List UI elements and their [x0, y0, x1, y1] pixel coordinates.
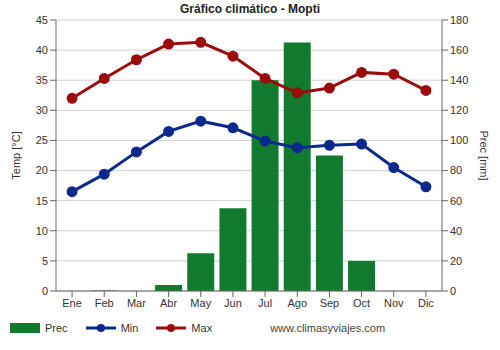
svg-text:Dic: Dic	[418, 297, 434, 309]
html-text:www.climasyviajes.com: www.climasyviajes.com	[270, 322, 386, 334]
svg-text:Mar: Mar	[127, 297, 146, 309]
svg-text:10: 10	[36, 225, 48, 237]
svg-text:30: 30	[36, 104, 48, 116]
svg-text:15: 15	[36, 195, 48, 207]
svg-text:Oct: Oct	[353, 297, 370, 309]
svg-text:Abr: Abr	[160, 297, 177, 309]
svg-text:180: 180	[450, 14, 468, 26]
svg-text:35: 35	[36, 74, 48, 86]
html-text:Prec: Prec	[45, 322, 68, 334]
svg-text:Jun: Jun	[224, 297, 242, 309]
svg-text:Prec [mm]: Prec [mm]	[478, 130, 490, 180]
svg-text:20: 20	[450, 255, 462, 267]
svg-text:20: 20	[36, 164, 48, 176]
svg-text:40: 40	[450, 225, 462, 237]
svg-text:Ene: Ene	[62, 297, 82, 309]
svg-text:120: 120	[450, 104, 468, 116]
html-text:Min: Min	[120, 322, 139, 334]
svg-text:Sep: Sep	[320, 297, 340, 309]
svg-text:5: 5	[42, 255, 48, 267]
svg-text:Nov: Nov	[384, 297, 404, 309]
svg-text:100: 100	[450, 134, 468, 146]
svg-text:Ago: Ago	[287, 297, 307, 309]
svg-text:160: 160	[450, 44, 468, 56]
html-text:Max: Max	[191, 322, 213, 334]
svg-text:60: 60	[450, 195, 462, 207]
svg-text:40: 40	[36, 44, 48, 56]
svg-text:Feb: Feb	[95, 297, 114, 309]
html-text:Gráfico climático - Mopti: Gráfico climático - Mopti	[180, 2, 320, 16]
svg-text:Temp [°C]: Temp [°C]	[10, 131, 22, 179]
svg-text:0: 0	[450, 285, 456, 297]
svg-text:25: 25	[36, 134, 48, 146]
svg-text:80: 80	[450, 164, 462, 176]
svg-text:45: 45	[36, 14, 48, 26]
svg-text:0: 0	[42, 285, 48, 297]
svg-text:140: 140	[450, 74, 468, 86]
svg-text:May: May	[190, 297, 211, 309]
svg-text:Jul: Jul	[258, 297, 272, 309]
